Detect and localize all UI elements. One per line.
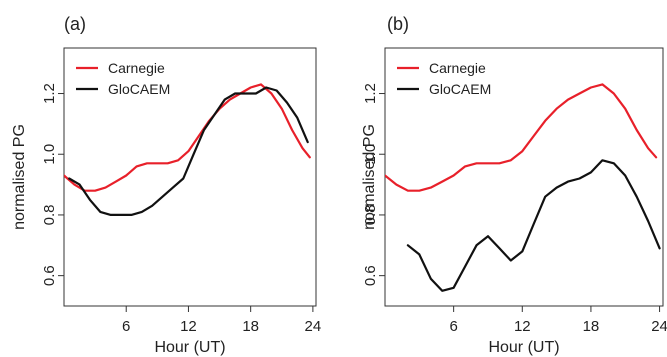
y-axis-label: normalised PG bbox=[361, 124, 378, 230]
x-tick-label: 12 bbox=[180, 318, 197, 335]
x-tick-label: 24 bbox=[305, 318, 322, 335]
series-line-carnegie bbox=[64, 83, 311, 192]
chart-panel-b: (b) 6 12 18 24 0.6 0.8 1.0 1.2 Hour (UT) normalise… bbox=[361, 14, 667, 356]
legend-label-carnegie: Carnegie bbox=[108, 60, 165, 76]
y-tick-label: 1.0 bbox=[362, 144, 379, 165]
plot-frame bbox=[384, 47, 664, 307]
x-axis-label: Hour (UT) bbox=[488, 339, 559, 356]
legend-label-glocaem: GloCAEM bbox=[429, 81, 491, 97]
chart-panel-a: (a) 6 12 18 24 0.6 0.8 1.0 1.2 Hour (UT) normalise… bbox=[11, 14, 321, 356]
x-tick-label: 6 bbox=[449, 318, 457, 335]
x-tick-label: 24 bbox=[651, 318, 667, 335]
y-tick-label: 0.6 bbox=[362, 265, 379, 286]
plot-frame bbox=[63, 47, 317, 307]
panel-label: (a) bbox=[64, 14, 86, 34]
legend-label-glocaem: GloCAEM bbox=[108, 81, 170, 97]
legend-label-carnegie: Carnegie bbox=[429, 60, 486, 76]
series-line-carnegie bbox=[385, 83, 658, 192]
x-tick-label: 6 bbox=[122, 318, 130, 335]
y-tick-label: 0.8 bbox=[362, 205, 379, 226]
y-tick-label: 0.8 bbox=[41, 205, 58, 226]
x-axis-label: Hour (UT) bbox=[154, 339, 225, 356]
y-tick-label: 1.2 bbox=[362, 83, 379, 104]
y-tick-label: 0.6 bbox=[41, 265, 58, 286]
panel-label: (b) bbox=[387, 14, 409, 34]
x-tick-label: 12 bbox=[514, 318, 531, 335]
y-tick-label: 1.2 bbox=[41, 83, 58, 104]
series-line-glocaem bbox=[68, 86, 309, 216]
y-axis-label: normalised PG bbox=[11, 124, 28, 230]
y-tick-label: 1.0 bbox=[41, 144, 58, 165]
x-tick-label: 18 bbox=[242, 318, 259, 335]
x-tick-label: 18 bbox=[583, 318, 600, 335]
series-line-glocaem bbox=[406, 159, 661, 292]
